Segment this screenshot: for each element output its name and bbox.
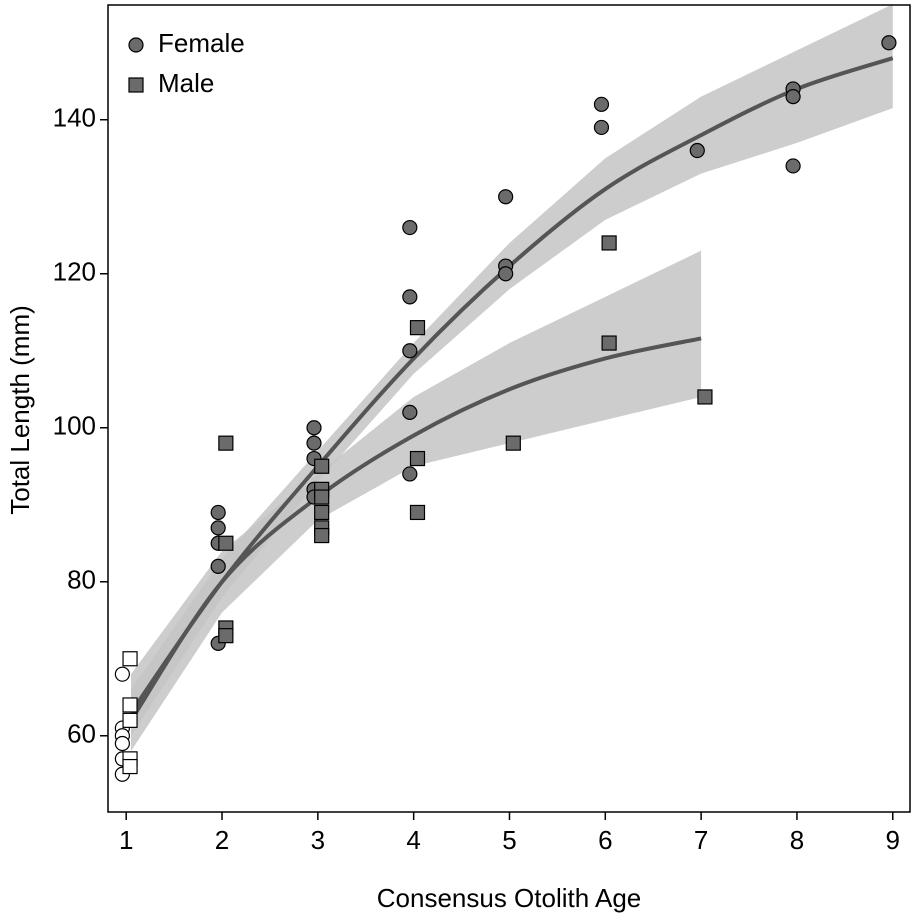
data-point	[314, 458, 330, 474]
x-tick-label: 9	[886, 825, 900, 855]
data-point	[306, 420, 322, 436]
data-point	[210, 520, 226, 536]
data-point	[122, 697, 138, 713]
data-point	[593, 119, 610, 136]
data-point	[402, 219, 418, 236]
x-tick-label: 6	[598, 825, 612, 855]
data-point	[402, 466, 418, 482]
y-tick-label: 80	[67, 565, 96, 595]
data-point	[593, 96, 610, 112]
data-point	[697, 389, 713, 405]
fit-line	[129, 56, 894, 714]
data-point	[601, 235, 617, 251]
y-tick-label: 100	[53, 411, 96, 441]
data-point	[689, 142, 705, 159]
x-tick-label: 7	[694, 825, 708, 855]
data-point	[114, 666, 130, 682]
data-point	[218, 435, 234, 451]
data-point	[114, 735, 130, 752]
data-point	[402, 289, 418, 305]
y-axis-label: Total Length (mm)	[5, 305, 35, 515]
data-point	[314, 489, 330, 505]
y-tick-label: 120	[53, 257, 96, 287]
x-tick-label: 3	[311, 825, 325, 855]
data-point	[314, 527, 330, 544]
data-point	[881, 35, 897, 51]
data-point	[128, 77, 144, 93]
data-point	[409, 450, 426, 467]
confidence-band	[130, 5, 893, 736]
x-axis-label: Consensus Otolith Age	[377, 883, 642, 913]
data-point	[122, 651, 138, 667]
data-point	[210, 558, 226, 574]
data-point	[306, 435, 322, 451]
x-tick-label: 8	[790, 825, 804, 855]
data-point	[785, 89, 801, 105]
data-point	[314, 504, 330, 521]
data-point	[498, 266, 514, 282]
x-tick-label: 2	[215, 825, 229, 855]
data-point	[128, 37, 144, 53]
x-tick-label: 1	[119, 825, 133, 855]
data-point	[498, 189, 514, 205]
data-point	[601, 335, 617, 351]
legend-label: Male	[158, 68, 214, 98]
x-tick-label: 5	[502, 825, 516, 855]
data-point	[409, 320, 426, 336]
data-point	[218, 628, 234, 644]
data-point	[785, 158, 801, 174]
data-point	[505, 435, 521, 451]
fit-line	[129, 336, 702, 722]
y-tick-label: 140	[53, 103, 96, 133]
legend-label: Female	[158, 28, 245, 58]
data-point	[409, 504, 426, 521]
data-point	[402, 343, 418, 359]
data-point	[210, 504, 226, 521]
plot-area	[129, 5, 894, 752]
x-tick-label: 4	[406, 825, 420, 855]
data-point	[218, 535, 234, 551]
data-point	[122, 712, 138, 728]
confidence-band	[130, 250, 702, 752]
data-point	[402, 404, 418, 420]
y-tick-label: 60	[67, 719, 96, 749]
data-point	[122, 758, 138, 775]
